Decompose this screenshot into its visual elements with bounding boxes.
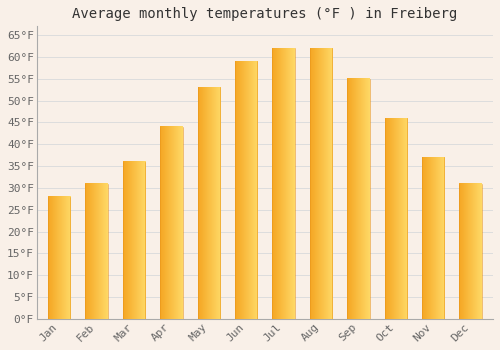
Title: Average monthly temperatures (°F ) in Freiberg: Average monthly temperatures (°F ) in Fr… [72, 7, 458, 21]
